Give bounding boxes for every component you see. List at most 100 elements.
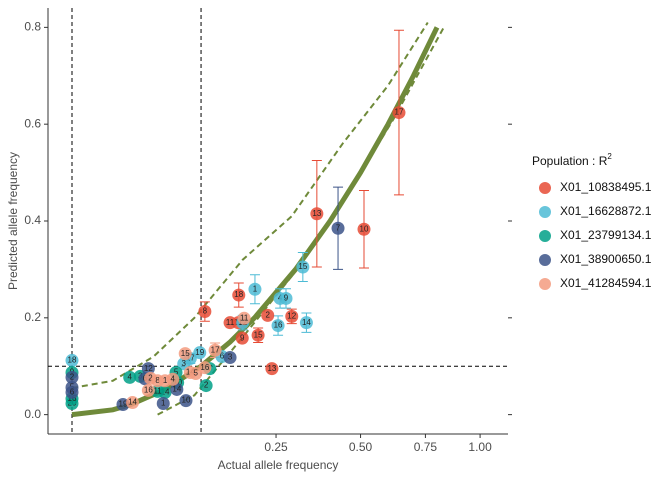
point: [65, 353, 79, 367]
x-tick-label: 0.75: [414, 440, 438, 454]
point-label: 13: [267, 364, 276, 373]
y-tick-label: 0.0: [24, 407, 41, 421]
legend-label: X01_41284594.1: [560, 276, 652, 290]
point: [285, 309, 299, 323]
point-label: 5: [194, 369, 199, 378]
legend-label: X01_16628872.1: [560, 204, 652, 218]
point: [261, 308, 275, 322]
point: [232, 288, 246, 302]
point: [331, 221, 345, 235]
y-tick-label: 0.6: [24, 116, 41, 130]
point-label: 8: [203, 307, 208, 316]
point-label: 4: [127, 372, 132, 381]
prediction-band: [71, 21, 429, 389]
legend-title-sup: 2: [607, 152, 612, 161]
point-label: 18: [68, 356, 77, 365]
point-label: 9: [240, 333, 245, 342]
point: [156, 397, 170, 411]
point-label: 14: [161, 387, 170, 396]
point: [251, 328, 265, 342]
point-label: 10: [360, 224, 369, 233]
point-label: 2: [70, 372, 75, 381]
point: [279, 291, 293, 305]
point: [198, 305, 212, 319]
point-label: 2: [265, 311, 270, 320]
point: [65, 370, 79, 384]
point-label: 17: [186, 354, 195, 363]
point-label: 15: [181, 349, 190, 358]
point: [392, 106, 406, 120]
x-tick-label: 1.00: [468, 440, 492, 454]
point-label: 2: [148, 373, 153, 382]
point-label: 16: [274, 321, 283, 330]
x-tick-label: 0.25: [264, 440, 288, 454]
point-label: 16: [200, 363, 209, 372]
point: [179, 394, 193, 408]
point-label: 17: [395, 108, 404, 117]
legend-title-text: Population : R: [532, 154, 608, 168]
point: [178, 347, 192, 361]
point-label: 14: [302, 318, 311, 327]
x-axis-title: Actual allele frequency: [218, 458, 339, 472]
point-label: 11: [240, 313, 249, 322]
legend-label: X01_10838495.1: [560, 180, 652, 194]
point: [223, 316, 237, 330]
point: [357, 222, 371, 236]
point: [296, 260, 310, 274]
point-label: 1: [161, 399, 166, 408]
point-label: 11: [153, 387, 162, 396]
point-label: 12: [287, 311, 296, 320]
point-label: 16: [144, 386, 153, 395]
point: [235, 331, 249, 345]
point-label: 2: [204, 381, 209, 390]
point: [265, 362, 279, 376]
point-label: 13: [312, 209, 321, 218]
point: [65, 385, 79, 399]
point: [141, 383, 155, 397]
point-label: 3: [182, 359, 187, 368]
point-label: 10: [182, 396, 191, 405]
legend-title: Population : R2: [532, 152, 612, 168]
point-label: 12: [144, 364, 153, 373]
point: [170, 382, 184, 396]
point: [141, 362, 155, 376]
point-label: 19: [119, 400, 128, 409]
point: [299, 316, 313, 330]
point-label: 3: [228, 353, 233, 362]
point-label: 9: [284, 294, 289, 303]
point-label: 8: [155, 376, 160, 385]
point-label: 19: [195, 348, 204, 357]
point-label: 1: [253, 284, 258, 293]
legend-swatch: [539, 230, 551, 242]
point: [271, 319, 285, 333]
y-tick-label: 0.2: [24, 310, 41, 324]
point: [189, 366, 203, 380]
point: [166, 372, 180, 386]
point: [199, 379, 213, 393]
point-label: 15: [254, 330, 263, 339]
point-label: 7: [336, 223, 341, 232]
legend-swatch: [539, 182, 551, 194]
legend-swatch: [539, 278, 551, 290]
point-label: 18: [234, 290, 243, 299]
point-label: 14: [172, 385, 181, 394]
legend-swatch: [539, 206, 551, 218]
point-label: 4: [171, 374, 176, 383]
legend-label: X01_23799134.1: [560, 228, 652, 242]
y-tick-label: 0.4: [24, 213, 41, 227]
point-label: 11: [226, 318, 235, 327]
point: [248, 282, 262, 296]
point: [123, 370, 137, 384]
y-tick-label: 0.8: [24, 20, 41, 34]
point-label: 17: [211, 345, 220, 354]
y-axis-title: Predicted allele frequency: [6, 152, 20, 290]
point-label: 6: [220, 352, 225, 361]
point: [237, 311, 251, 325]
point: [208, 343, 222, 357]
legend-swatch: [539, 254, 551, 266]
point-label: 1: [163, 376, 168, 385]
point-label: 5: [174, 368, 179, 377]
legend-label: X01_38900650.1: [560, 252, 652, 266]
point: [193, 346, 207, 360]
